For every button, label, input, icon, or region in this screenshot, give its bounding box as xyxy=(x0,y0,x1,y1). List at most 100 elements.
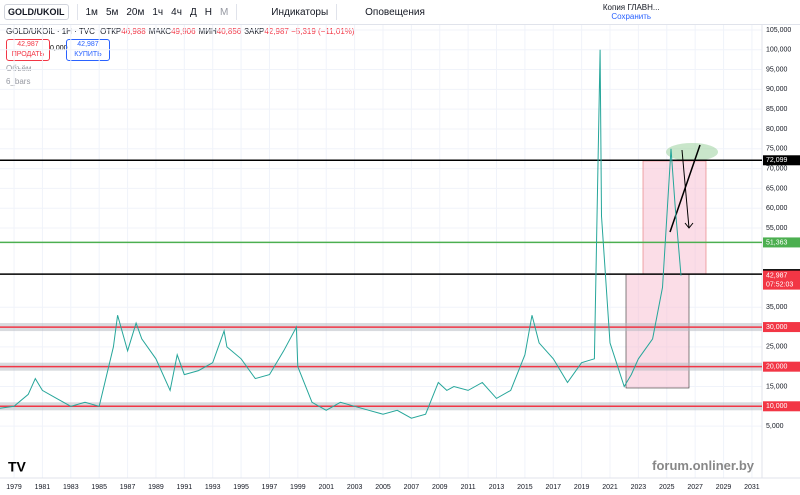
drawing-arrow xyxy=(681,149,690,229)
price-badge-label: 51,363 xyxy=(766,239,788,246)
x-tick-label: 1993 xyxy=(205,484,221,491)
price-badge-label: 20,000 xyxy=(766,364,788,371)
price-badge xyxy=(763,322,800,333)
legend-title: GOLD/UKOIL · 1H · TVC xyxy=(6,27,95,36)
x-tick-label: 1989 xyxy=(148,484,164,491)
drawing-highlight xyxy=(666,143,718,161)
y-tick-label: 70,000 xyxy=(766,165,788,172)
ohlc-label: МАКС xyxy=(148,27,172,36)
price-badge-label: 42,987 xyxy=(766,272,788,279)
x-tick-label: 1991 xyxy=(177,484,193,491)
sell-price: 42,987 xyxy=(17,41,39,48)
save[interactable]: Сохранить xyxy=(611,12,652,21)
y-tick-label: 80,000 xyxy=(766,126,788,133)
y-tick-label: 65,000 xyxy=(766,185,788,192)
buy-label: КУПИТЬ xyxy=(74,51,102,58)
y-tick-label: 100,000 xyxy=(766,47,791,54)
interval[interactable]: 4ч xyxy=(171,6,182,18)
spread: 0,000 xyxy=(50,45,68,52)
x-tick-label: 2017 xyxy=(545,484,561,491)
ohlc: ОТКР46,988 МАКС49,906 МИН40,856 ЗАКР42,987 xyxy=(97,27,289,36)
symbol[interactable]: GOLD/UKOIL xyxy=(4,4,69,20)
x-tick-label: 2001 xyxy=(318,484,334,491)
x-tick-label: 2003 xyxy=(347,484,363,491)
separator xyxy=(236,4,238,20)
x-tick-label: 2027 xyxy=(687,484,703,491)
price-badge-label: 10,000 xyxy=(766,403,788,410)
indicator[interactable]: 6_bars xyxy=(6,77,31,86)
y-tick-label: 90,000 xyxy=(766,86,788,93)
y-tick-label: 85,000 xyxy=(766,106,788,113)
y-tick-label: 15,000 xyxy=(766,383,788,390)
x-tick-label: 1983 xyxy=(63,484,79,491)
y-tick-label: 95,000 xyxy=(766,66,788,73)
x-tick-label: 1995 xyxy=(233,484,249,491)
interval[interactable]: 20м xyxy=(126,6,145,18)
alerts-button[interactable]: Оповещения xyxy=(365,6,425,18)
x-tick-label: 1997 xyxy=(262,484,278,491)
separator xyxy=(336,4,338,20)
interval[interactable]: 1ч xyxy=(152,6,164,18)
separator xyxy=(76,4,78,20)
y-tick-label: 5,000 xyxy=(766,423,784,430)
indicator[interactable]: Объём xyxy=(6,64,32,73)
x-tick-label: 2015 xyxy=(517,484,533,491)
x-tick-label: 1985 xyxy=(91,484,107,491)
x-tick-label: 2013 xyxy=(489,484,505,491)
sell-label: ПРОДАТЬ xyxy=(11,51,45,58)
toolbar: GOLD/UKOIL 1м 5м 20м 1ч 4ч Д Н М Индикат… xyxy=(0,0,800,25)
watermark: forum.onliner.by xyxy=(652,458,754,473)
price-badge xyxy=(763,401,800,412)
x-tick-label: 2011 xyxy=(461,484,476,491)
x-tick-label: 2029 xyxy=(716,484,732,491)
price-badge xyxy=(763,270,800,290)
x-tick-label: 2019 xyxy=(574,484,590,491)
x-tick-label: 1987 xyxy=(120,484,136,491)
x-tick-label: 2031 xyxy=(744,484,760,491)
ohlc-label: МИН xyxy=(198,27,217,36)
price-badge-label: 30,000 xyxy=(766,324,788,331)
ohlc-value: 40,856 xyxy=(216,27,242,36)
x-tick-label: 2023 xyxy=(631,484,647,491)
change: −5,319 (−11,01%) xyxy=(291,27,355,36)
chart: TV 5,000 10,000 15,000 20,000 25,000 30,000 35… xyxy=(0,25,800,491)
x-tick-label: 1979 xyxy=(6,484,22,491)
price-badge xyxy=(763,361,800,372)
ohlc-label: ОТКР xyxy=(100,27,122,36)
x-tick-label: 2025 xyxy=(659,484,675,491)
y-tick-label: 55,000 xyxy=(766,225,788,232)
y-tick-label: 35,000 xyxy=(766,304,788,311)
price-line xyxy=(0,49,682,419)
layout-name: Копия ГЛАВН... xyxy=(602,3,660,12)
y-tick-label: 25,000 xyxy=(766,344,788,351)
x-tick-label: 2007 xyxy=(404,484,420,491)
ohlc-value: 46,988 xyxy=(121,27,146,36)
ohlc-value: 49,906 xyxy=(171,27,196,36)
y-tick-label: 60,000 xyxy=(766,205,788,212)
ohlc-value: 42,987 xyxy=(264,27,289,36)
interval[interactable]: Д xyxy=(189,6,197,18)
y-tick-label: 105,000 xyxy=(766,27,791,34)
indicators-button[interactable]: Индикаторы xyxy=(271,6,329,18)
x-tick-label: 2021 xyxy=(602,484,618,491)
legend: GOLD/UKOIL · 1H · TVC ОТКР46,988 МАКС49,9… xyxy=(6,27,355,36)
price-badge-label: 72,099 xyxy=(766,157,788,164)
interval[interactable]: 5м xyxy=(105,6,119,18)
interval[interactable]: 1м xyxy=(85,6,98,18)
logo: TV xyxy=(8,459,27,475)
buy-price: 42,987 xyxy=(77,41,99,48)
x-tick-label: 2009 xyxy=(432,484,448,491)
interval[interactable]: Н xyxy=(204,6,212,18)
x-tick-label: 1999 xyxy=(290,484,306,491)
price-badge xyxy=(763,155,800,166)
x-tick-label: 1981 xyxy=(35,484,51,491)
price-badge xyxy=(763,237,800,248)
layout[interactable]: Копия ГЛАВН... Сохранить xyxy=(599,3,664,21)
y-tick-label: 75,000 xyxy=(766,146,788,153)
countdown: 07:52:03 xyxy=(766,281,793,288)
interval[interactable]: М xyxy=(219,6,229,18)
x-tick-label: 2005 xyxy=(375,484,391,491)
drawing-arrowhead xyxy=(684,222,694,229)
ohlc-label: ЗАКР xyxy=(244,27,265,36)
